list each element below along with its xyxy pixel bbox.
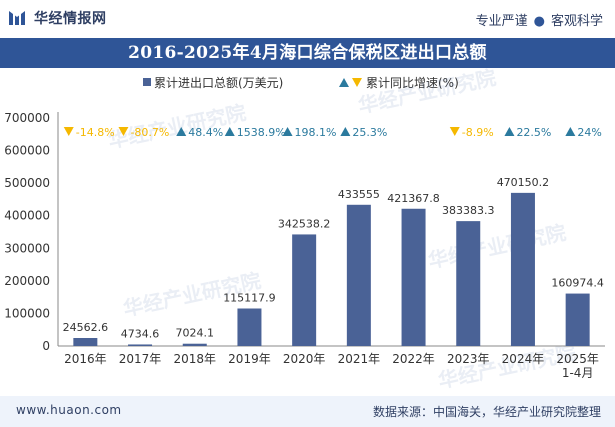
legend-bar-swatch <box>143 78 151 86</box>
legend-up-triangle-icon <box>339 78 349 87</box>
brand-logo-icon <box>9 11 25 25</box>
bar-value-label: 7024.1 <box>176 327 215 340</box>
bar <box>237 308 262 346</box>
y-tick-label: 700000 <box>4 111 50 125</box>
title-bar: 2016-2025年4月海口综合保税区进出口总额 <box>0 38 615 68</box>
bar <box>565 293 590 346</box>
x-tick-label: 2023年 <box>447 352 490 366</box>
x-tick-label: 2020年 <box>283 352 326 366</box>
growth-down-triangle-icon <box>118 127 129 136</box>
growth-label: 22.5% <box>516 126 551 139</box>
footer-site: www.huaon.com <box>16 403 122 417</box>
legend-down-triangle-icon <box>352 78 362 87</box>
slogan-right: 客观科学 <box>550 14 603 29</box>
brand: 华经情报网 <box>8 8 107 28</box>
x-tick-label: 2019年 <box>228 352 271 366</box>
x-tick-label: 2017年 <box>119 352 162 366</box>
watermark-text: 华经产业研究院 <box>426 220 568 273</box>
x-tick-label: 1-4月 <box>562 366 594 380</box>
y-tick-label: 500000 <box>4 176 50 190</box>
bar <box>128 344 153 346</box>
slogan-dot: ● <box>533 14 545 29</box>
growth-up-triangle-icon <box>565 127 576 136</box>
bar <box>510 192 535 346</box>
slogan: 专业严谨 ● 客观科学 <box>476 10 603 29</box>
x-tick-label: 2024年 <box>502 352 545 366</box>
bar <box>346 204 371 346</box>
top-header: 华经情报网 专业严谨 ● 客观科学 <box>0 0 615 38</box>
growth-up-triangle-icon <box>176 127 187 136</box>
x-tick-label: 2021年 <box>338 352 381 366</box>
x-tick-label: 2022年 <box>392 352 435 366</box>
growth-up-triangle-icon <box>224 127 235 136</box>
bar-value-label: 342538.2 <box>278 217 331 230</box>
y-tick-label: 200000 <box>4 274 50 288</box>
watermarks: 华经产业研究院 华经产业研究院 华经产业研究院 华经产业研究院 华经产业研究院 <box>106 68 578 393</box>
growth-down-triangle-icon <box>63 127 74 136</box>
chart: 累计进出口总额(万美元) 累计同比增速(%) 华经产业研究院 华经产业研究院 华… <box>4 68 605 393</box>
bar <box>401 208 426 346</box>
growth-down-triangle-icon <box>449 127 460 136</box>
bar-value-label: 4734.6 <box>121 327 160 340</box>
bars: 24562.6 4734.6 7024.1 115117.9 342538.2 43355… <box>63 176 604 346</box>
growth-up-triangle-icon <box>504 127 515 136</box>
footer-source: 数据来源：中国海关，华经产业研究院整理 <box>372 405 601 419</box>
growth-label: 1538.9% <box>237 126 286 139</box>
watermark-text: 华经产业研究院 <box>436 340 578 393</box>
growth-label: 25.3% <box>352 126 387 139</box>
bar-value-label: 24562.6 <box>63 321 109 334</box>
growth-up-triangle-icon <box>340 127 351 136</box>
y-tick-label: 0 <box>42 339 50 353</box>
bar-value-label: 160974.4 <box>551 277 604 290</box>
y-tick-label: 300000 <box>4 241 50 255</box>
bar-value-label: 383383.3 <box>442 204 495 217</box>
growth-label: -14.8% <box>76 126 115 139</box>
bar-value-label: 115117.9 <box>223 292 276 305</box>
legend: 累计进出口总额(万美元) 累计同比增速(%) <box>143 76 459 90</box>
chart-title: 2016-2025年4月海口综合保税区进出口总额 <box>128 43 487 63</box>
brand-name: 华经情报网 <box>34 11 107 27</box>
x-tick-label: 2016年 <box>64 352 107 366</box>
y-tick-label: 100000 <box>4 306 50 320</box>
y-tick-label: 400000 <box>4 209 50 223</box>
bar <box>73 337 98 346</box>
footer: www.huaon.com 数据来源：中国海关，华经产业研究院整理 <box>0 396 615 427</box>
slogan-left: 专业严谨 <box>475 14 528 29</box>
bar-value-label: 433555 <box>338 188 380 201</box>
bar <box>456 221 481 346</box>
bar <box>182 343 207 346</box>
growth-up-triangle-icon <box>282 127 293 136</box>
y-tick-label: 600000 <box>4 144 50 158</box>
legend-marker-label: 累计同比增速(%) <box>366 76 459 90</box>
x-tick-label: 2025年 <box>556 352 599 366</box>
growth-label: 198.1% <box>295 126 337 139</box>
growth-label: 48.4% <box>188 126 223 139</box>
bar-value-label: 421367.8 <box>387 192 440 205</box>
bar-value-label: 470150.2 <box>497 176 550 189</box>
bar <box>292 234 317 346</box>
watermark-text: 华经产业研究院 <box>106 100 248 153</box>
growth-markers: -14.8% -80.7% 48.4% 1538.9% 198.1% 25.3% -8.9%… <box>63 126 602 139</box>
growth-label: -80.7% <box>130 126 169 139</box>
growth-label: 24% <box>577 126 601 139</box>
x-tick-label: 2018年 <box>173 352 216 366</box>
axes: 0 100000 200000 300000 400000 500000 600000 700… <box>4 111 605 380</box>
growth-label: -8.9% <box>462 126 494 139</box>
legend-bar-label: 累计进出口总额(万美元) <box>154 76 283 90</box>
